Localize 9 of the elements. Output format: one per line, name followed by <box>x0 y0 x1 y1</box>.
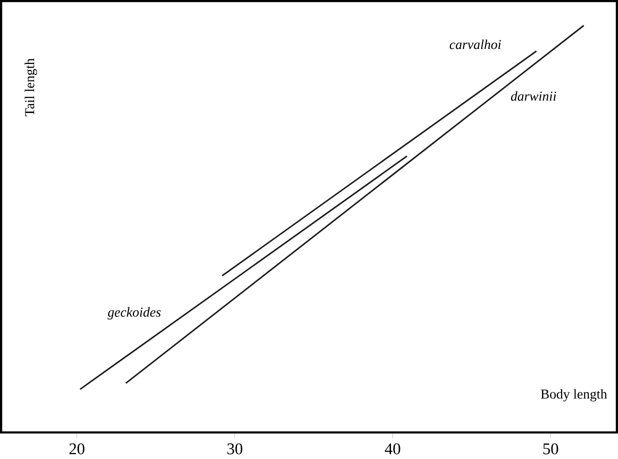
x-tick-label: 40 <box>384 443 400 454</box>
series-label: darwinii <box>510 91 556 101</box>
x-tick-label: 20 <box>69 443 84 454</box>
x-axis-title: Body length <box>540 389 607 402</box>
series-label: carvalhoi <box>450 40 501 50</box>
x-tick-label: 30 <box>227 443 242 454</box>
y-axis-title: Tail length <box>24 58 38 116</box>
x-tick-label: 50 <box>543 443 558 454</box>
series-label: geckoides <box>108 307 161 320</box>
